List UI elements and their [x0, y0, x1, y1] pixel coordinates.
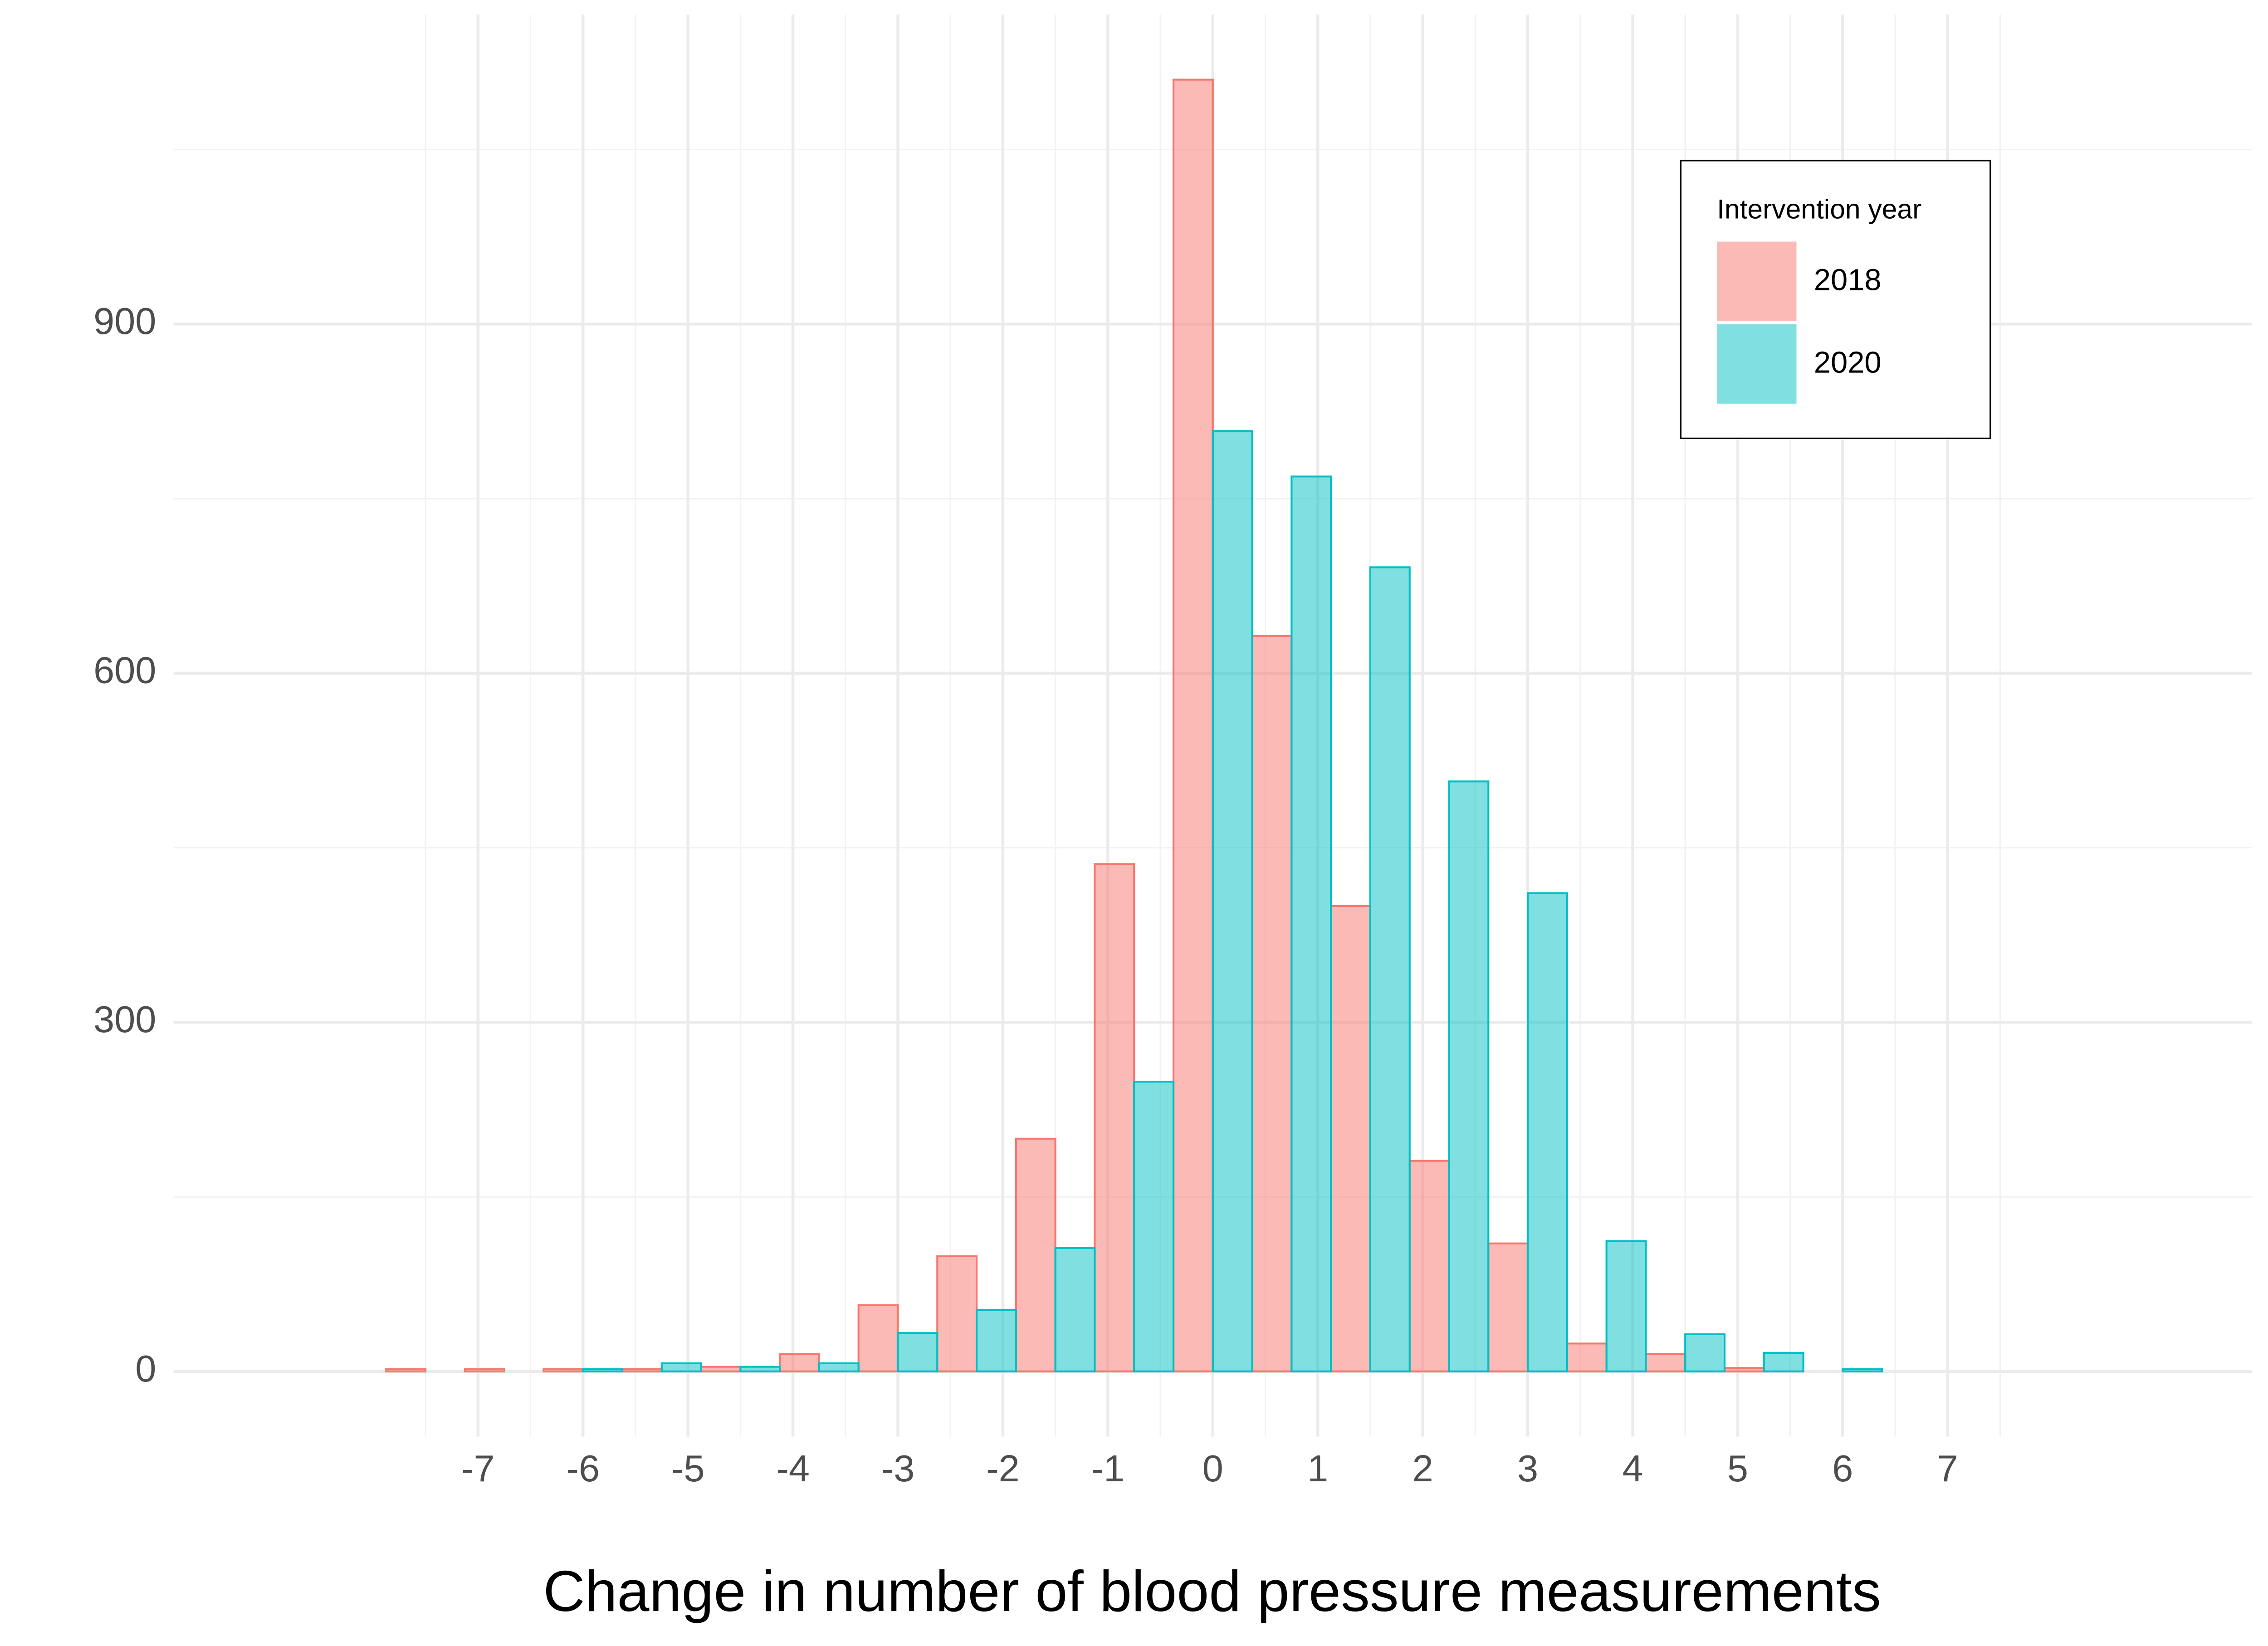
- bar: [1212, 430, 1253, 1372]
- bar: [1054, 1247, 1096, 1372]
- bar: [1094, 863, 1135, 1372]
- x-tick-label: 1: [1307, 1447, 1328, 1489]
- x-tick-label: -5: [671, 1447, 705, 1489]
- bars: [385, 78, 1883, 1372]
- y-tick-label: 0: [135, 1347, 156, 1390]
- x-tick-label: 6: [1832, 1447, 1853, 1489]
- bar: [857, 1304, 899, 1372]
- x-tick-label: 5: [1727, 1447, 1748, 1489]
- x-tick-label: -3: [881, 1447, 915, 1489]
- bar: [1015, 1137, 1056, 1372]
- y-tick-label: 600: [93, 649, 156, 691]
- bar: [700, 1366, 742, 1372]
- x-tick-label: -7: [461, 1447, 495, 1489]
- y-tick-label: 300: [93, 998, 156, 1040]
- bar: [660, 1362, 702, 1372]
- x-axis-label: Change in number of blood pressure measu…: [543, 1559, 1881, 1624]
- bar: [779, 1353, 821, 1372]
- legend-swatch: [1717, 241, 1797, 321]
- bar: [621, 1368, 663, 1372]
- bar: [1172, 78, 1214, 1372]
- x-tick-label: -6: [566, 1447, 600, 1489]
- bar: [1763, 1352, 1804, 1372]
- x-tick-label: 7: [1937, 1447, 1958, 1489]
- legend-label: 2018: [1814, 263, 1882, 297]
- bar: [1723, 1367, 1765, 1372]
- bar: [1842, 1368, 1883, 1372]
- bar: [818, 1362, 860, 1372]
- bar: [543, 1368, 584, 1372]
- bar: [1487, 1242, 1529, 1372]
- bar: [1684, 1333, 1726, 1372]
- bar: [1526, 892, 1568, 1372]
- axes: 0 300 600 900 -7 -6 -5 -4 -3 -2 -1 0 1 2 3 4 5 6 7: [93, 300, 1958, 1489]
- x-tick-label: -1: [1091, 1447, 1125, 1489]
- bar: [976, 1308, 1017, 1372]
- bar: [739, 1366, 781, 1372]
- bar: [1408, 1160, 1450, 1372]
- bar: [464, 1368, 505, 1372]
- bar: [1645, 1353, 1686, 1372]
- bar: [1369, 566, 1411, 1372]
- y-tick-label: 900: [93, 300, 156, 342]
- bar: [897, 1332, 938, 1372]
- bar: [1290, 475, 1332, 1372]
- bar: [1251, 635, 1293, 1372]
- legend-label: 2020: [1814, 345, 1882, 379]
- x-tick-label: -4: [776, 1447, 810, 1489]
- x-tick-label: 0: [1202, 1447, 1223, 1489]
- bar: [1330, 905, 1372, 1372]
- x-tick-label: 3: [1517, 1447, 1538, 1489]
- bar: [1605, 1240, 1647, 1372]
- legend-title: Intervention year: [1717, 194, 1921, 225]
- x-tick-label: -2: [986, 1447, 1020, 1489]
- x-tick-label: 4: [1622, 1447, 1643, 1489]
- bar: [936, 1255, 978, 1372]
- bar: [582, 1368, 624, 1372]
- x-tick-label: 2: [1413, 1447, 1433, 1489]
- bar: [1133, 1081, 1175, 1372]
- bar: [385, 1368, 427, 1372]
- bar: [1566, 1342, 1608, 1372]
- legend: Intervention year 2018 2020: [1680, 160, 1991, 439]
- legend-swatch: [1717, 324, 1797, 404]
- bar: [1448, 780, 1490, 1372]
